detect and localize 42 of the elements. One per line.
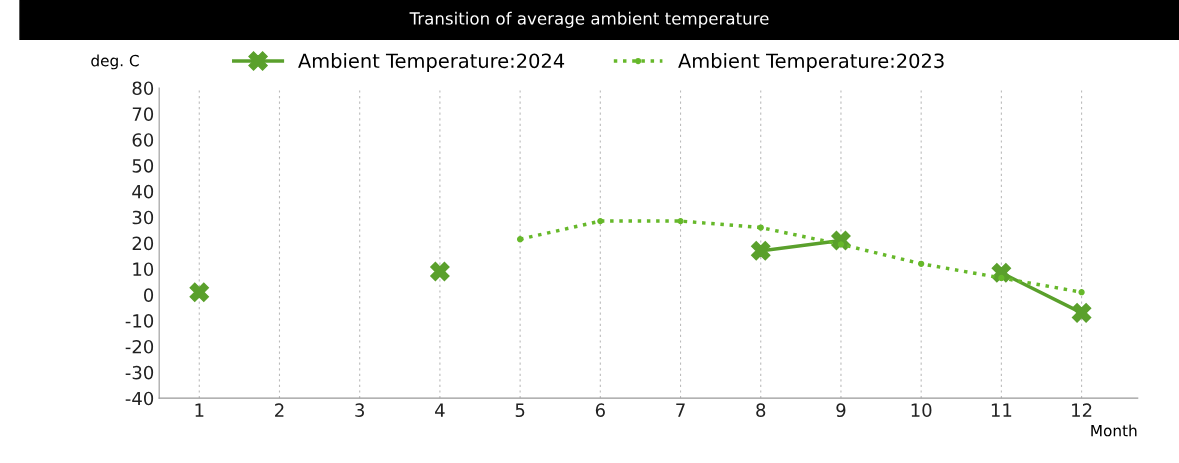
point	[998, 274, 1005, 282]
point	[751, 241, 771, 261]
x-tick-label: 12	[1072, 403, 1092, 417]
legend-label: Ambient Temperature:2023	[678, 53, 944, 72]
x-axis-title: Month	[1091, 424, 1137, 437]
y-tick-label: -20	[125, 339, 154, 354]
y-tick-label: 30	[132, 210, 154, 225]
point	[597, 217, 604, 225]
point	[1078, 289, 1085, 296]
y-tick-label: -10	[125, 314, 154, 328]
point	[991, 263, 1012, 283]
x-tick-label: 7	[676, 403, 685, 417]
y-tick-label: 70	[132, 107, 154, 121]
point	[918, 260, 925, 267]
y-tick-label: 60	[132, 133, 154, 147]
x-tick-label: 10	[911, 403, 932, 418]
point	[189, 282, 209, 302]
y-tick-label: 0	[144, 288, 154, 302]
point	[677, 217, 684, 225]
y-tick-label: 50	[132, 158, 154, 173]
point	[1071, 303, 1092, 323]
y-tick-label: -40	[125, 391, 154, 406]
y-tick-label: 40	[132, 184, 154, 199]
point	[757, 224, 764, 231]
x-tick-label: 2	[275, 403, 284, 417]
x-tick-label: 6	[595, 403, 605, 418]
point	[430, 261, 450, 282]
x-tick-label: 9	[836, 403, 846, 418]
x-tick-label: 11	[991, 403, 1012, 417]
y-tick-label: 80	[132, 81, 154, 96]
point	[516, 236, 524, 243]
y-tick-label: -30	[125, 365, 154, 380]
x-tick-label: 3	[355, 403, 364, 418]
x-tick-label: 4	[435, 403, 445, 417]
x-tick-label: 1	[195, 403, 204, 417]
legend-label: Ambient Temperature:2024	[298, 53, 565, 72]
y-axis-title: deg. C	[91, 54, 139, 70]
x-tick-label: 8	[756, 403, 766, 418]
y-tick-label: 20	[132, 236, 154, 251]
y-tick-label: 10	[133, 262, 154, 277]
chart-title: Transition of average ambient temperature	[409, 11, 769, 28]
x-tick-label: 5	[515, 403, 525, 418]
